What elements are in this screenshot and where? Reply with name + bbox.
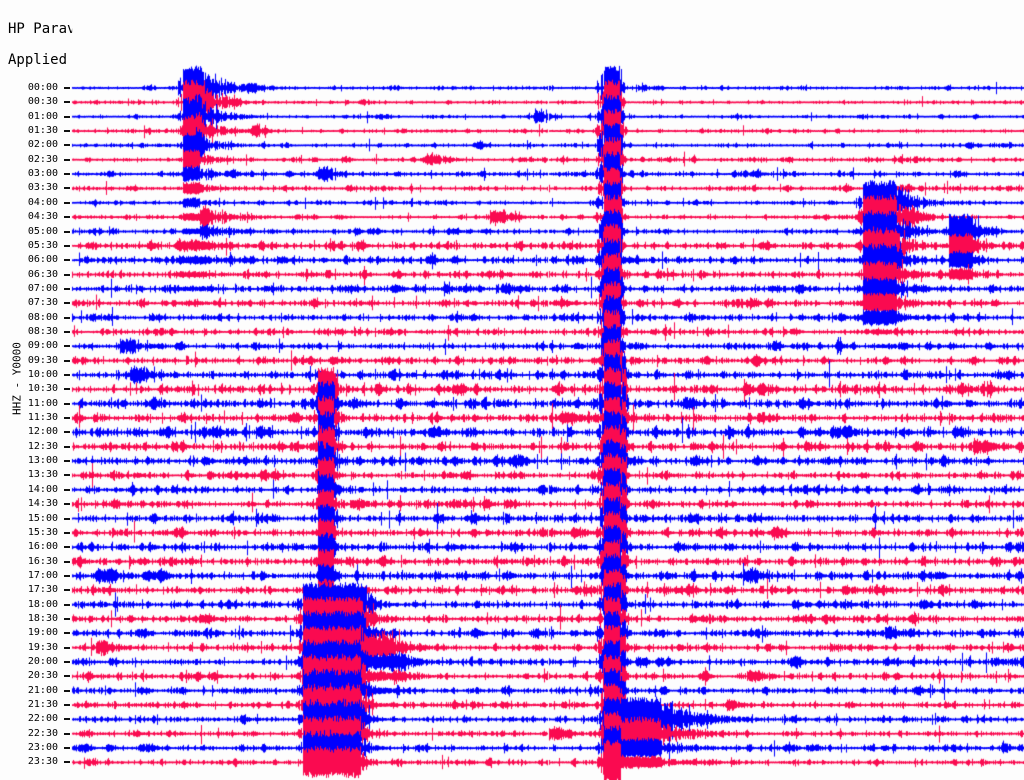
helicorder-plot: HP Paravola Applied filter: WWSSN-SP 202… [0,0,1024,780]
seismogram-traces [0,0,1024,780]
